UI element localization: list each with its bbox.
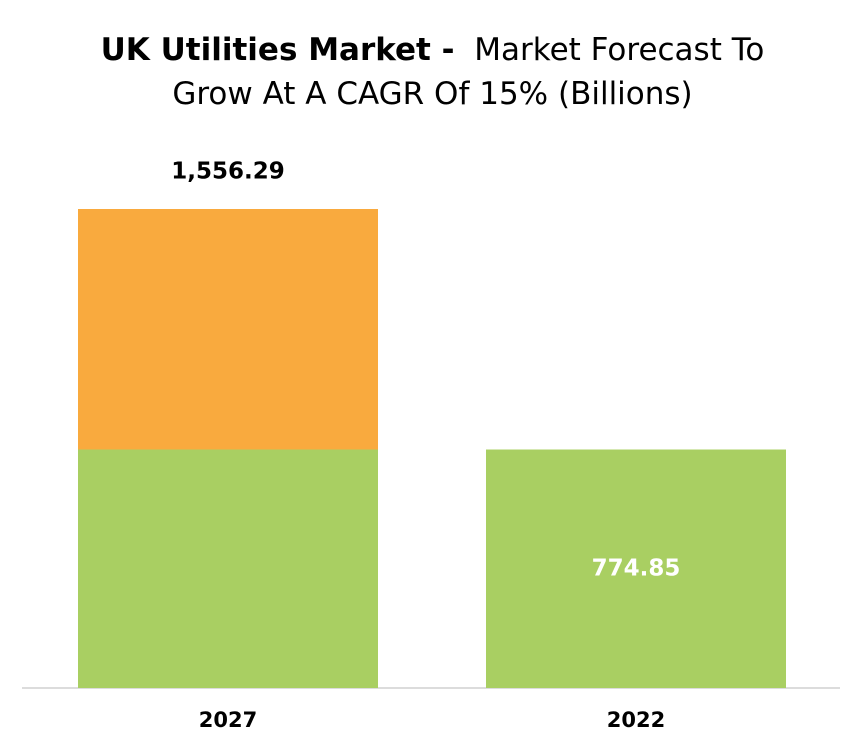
chart-title-block: UK Utilities Market - Market Forecast To… — [80, 28, 785, 116]
x-tick-label: 2027 — [199, 708, 257, 732]
total-label: 1,556.29 — [171, 159, 285, 185]
bar-segment — [78, 209, 378, 450]
bar-segment — [486, 449, 786, 688]
chart-title: UK Utilities Market - — [100, 32, 455, 68]
bar-segment — [78, 449, 378, 688]
chart-subtitle: Market Forecast To Grow At A CAGR Of 15%… — [172, 32, 765, 112]
data-label: 774.85 — [592, 555, 681, 581]
x-tick-label: 2022 — [607, 708, 665, 732]
